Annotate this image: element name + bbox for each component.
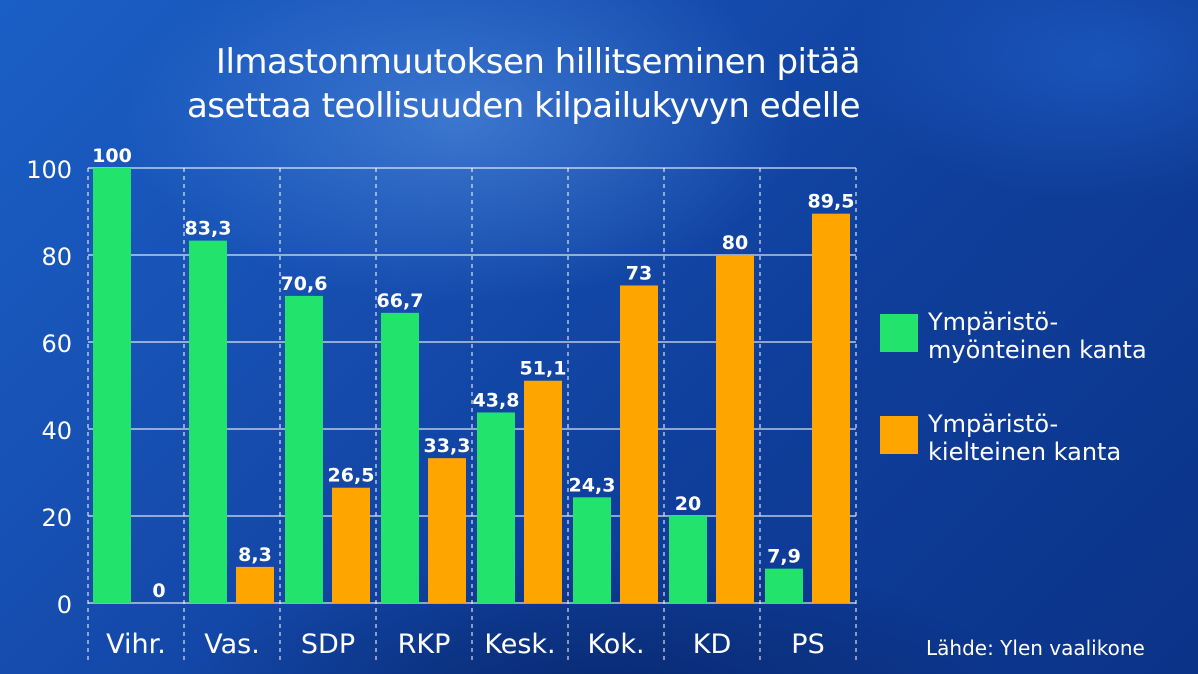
bar-negative: [812, 213, 850, 604]
legend-swatch-positive: [880, 314, 918, 352]
chart-title: Ilmastonmuutoksen hillitseminen pitää as…: [100, 40, 861, 128]
bar-negative: [524, 380, 562, 603]
bar-value-label: 70,6: [281, 273, 328, 295]
bar-positive: [189, 240, 227, 603]
bar-positive: [93, 168, 131, 603]
x-category-label: Vas.: [204, 629, 260, 660]
bar-value-label: 100: [92, 145, 132, 167]
x-category-label: Kesk.: [484, 629, 555, 660]
bar-value-label: 66,7: [377, 290, 424, 312]
x-category-label: Vihr.: [106, 629, 166, 660]
bar-positive: [285, 295, 323, 603]
x-category-label: Kok.: [587, 629, 644, 660]
source-note: Lähde: Ylen vaalikone: [926, 636, 1145, 660]
chart-title-text: Ilmastonmuutoksen hillitseminen pitää as…: [186, 42, 861, 126]
bar-positive: [765, 568, 803, 603]
legend-label-positive: Ympäristö- myönteinen kanta: [928, 308, 1147, 364]
x-category-label: RKP: [398, 629, 451, 660]
bar-negative: [236, 566, 274, 603]
bar-value-label: 0: [152, 580, 165, 602]
bar-negative: [428, 458, 466, 603]
legend-swatch-negative: [880, 416, 918, 454]
y-tick-label: 0: [57, 591, 72, 619]
bar-value-label: 80: [722, 232, 748, 254]
y-tick-label: 100: [26, 156, 72, 184]
legend-item-negative: Ympäristö- kielteinen kanta: [880, 410, 1180, 470]
bar-value-label: 20: [675, 493, 701, 515]
bar-value-label: 26,5: [328, 465, 375, 487]
x-category-label: PS: [791, 629, 824, 660]
bar-value-label: 83,3: [185, 218, 232, 240]
bar-negative: [332, 487, 370, 603]
bar-value-label: 89,5: [808, 191, 855, 213]
legend-label-negative: Ympäristö- kielteinen kanta: [928, 410, 1122, 466]
x-category-label: KD: [693, 629, 732, 660]
bar-negative: [716, 255, 754, 603]
bar-value-label: 7,9: [767, 546, 801, 568]
bar-value-label: 51,1: [520, 358, 567, 380]
y-tick-label: 80: [41, 243, 72, 271]
y-tick-label: 20: [41, 504, 72, 532]
y-tick-label: 60: [41, 330, 72, 358]
bar-positive: [669, 516, 707, 603]
bar-positive: [477, 412, 515, 603]
legend-item-positive: Ympäristö- myönteinen kanta: [880, 308, 1180, 368]
bar-positive: [381, 312, 419, 603]
bar-value-label: 33,3: [424, 435, 471, 457]
x-category-label: SDP: [301, 629, 355, 660]
bar-negative: [620, 285, 658, 603]
bar-positive: [573, 497, 611, 603]
bar-value-label: 8,3: [238, 544, 272, 566]
y-tick-label: 40: [41, 417, 72, 445]
bar-value-label: 24,3: [569, 474, 616, 496]
bar-value-label: 73: [626, 262, 652, 284]
bar-value-label: 43,8: [473, 389, 520, 411]
